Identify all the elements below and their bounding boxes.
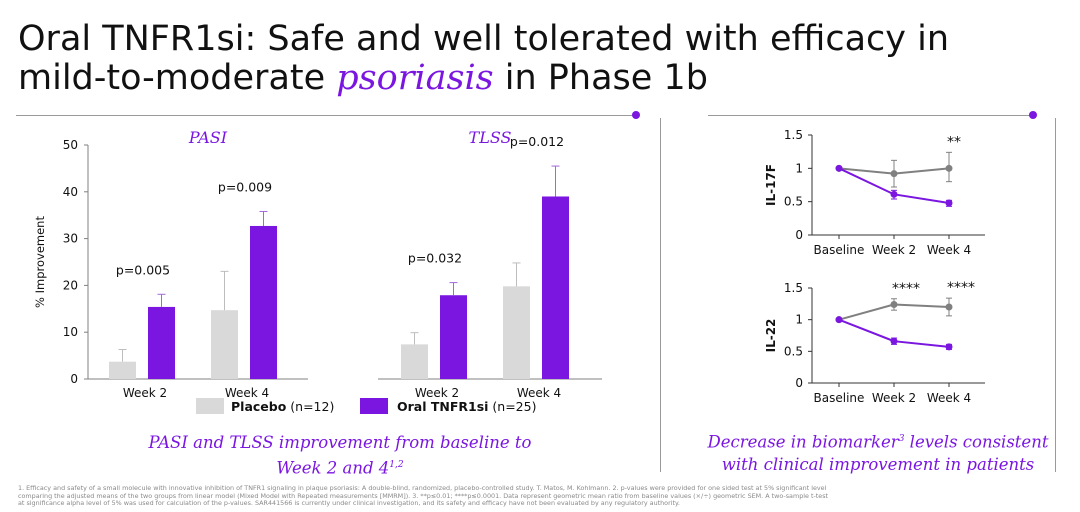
bar-y-tick-label: 20 <box>63 278 78 292</box>
placebo-bar <box>109 361 136 379</box>
footnote-line: 1. Efficacy and safety of a small molecu… <box>18 484 827 492</box>
bar-y-tick-label: 30 <box>63 232 78 246</box>
bar-y-axis-label: % Improvement <box>33 216 47 308</box>
line-y-axis-label: IL-22 <box>764 319 778 353</box>
left-caption: PASI and TLSS improvement from baseline … <box>100 432 580 480</box>
left-caption-line-2-text: Week 2 and 4 <box>276 458 390 478</box>
legend-placebo-label: Placebo (n=12) <box>231 399 334 414</box>
tnfr1si-bar <box>440 295 467 379</box>
placebo-point <box>890 170 898 178</box>
title-line-2-pre: mild-to-moderate <box>18 58 337 98</box>
placebo-point <box>945 164 953 172</box>
legend-drug-swatch <box>360 398 388 414</box>
line-y-tick-label: 1 <box>795 313 803 327</box>
line-x-tick-label: Week 2 <box>872 391 916 405</box>
line-y-tick-label: 0.5 <box>784 344 803 358</box>
right-panel-right-rule <box>1055 118 1056 472</box>
line-x-tick-label: Baseline <box>814 391 865 405</box>
placebo-point <box>945 303 953 311</box>
footnote-line: at significance alpha level of 5% was us… <box>18 499 680 508</box>
left-caption-superscript: 1,2 <box>389 460 404 470</box>
bar-x-tick-label: Week 2 <box>415 386 459 400</box>
left-panel-top-rule <box>16 115 636 116</box>
title-accent-word: psoriasis <box>336 58 494 98</box>
right-caption-line-1-post: levels consistent <box>904 432 1049 452</box>
left-panel-dot <box>632 111 640 119</box>
right-panel-dot <box>1029 111 1037 119</box>
right-caption-line-1-text: Decrease in biomarker <box>707 432 899 452</box>
right-panel-top-rule <box>708 115 1033 116</box>
p-value-label: p=0.005 <box>116 262 170 277</box>
tnfr1si-point <box>945 199 953 207</box>
significance-label: ** <box>947 134 961 150</box>
bar-x-tick-label: Week 4 <box>517 386 561 400</box>
line-y-tick-label: 1 <box>795 161 803 175</box>
tnfr1si-bar <box>250 225 277 379</box>
title-line-1: Oral TNFR1si: Safe and well tolerated wi… <box>18 19 950 59</box>
line-x-tick-label: Baseline <box>814 243 865 257</box>
right-caption-superscript: 3 <box>898 434 905 444</box>
placebo-point <box>890 300 898 308</box>
placebo-bar <box>211 310 238 379</box>
p-value-label: p=0.032 <box>408 251 462 266</box>
tnfr1si-point <box>835 164 843 172</box>
significance-label: **** <box>892 281 920 297</box>
tnfr1si-bar <box>148 306 175 379</box>
slide-title: Oral TNFR1si: Safe and well tolerated wi… <box>18 20 1068 98</box>
legend-drug-label: Oral TNFR1si (n=25) <box>397 399 536 414</box>
bar-x-tick-label: Week 2 <box>123 386 167 400</box>
bar-y-tick-label: 10 <box>63 325 78 339</box>
line-x-tick-label: Week 2 <box>872 243 916 257</box>
left-panel-right-rule <box>660 118 661 472</box>
line-y-tick-label: 0.5 <box>784 195 803 209</box>
tnfr1si-point <box>890 337 898 345</box>
footnote: 1. Efficacy and safety of a small molecu… <box>18 484 1068 508</box>
bar-y-tick-label: 40 <box>63 185 78 199</box>
tnfr1si-point <box>945 343 953 351</box>
line-y-tick-label: 0 <box>795 376 803 390</box>
line-x-tick-label: Week 4 <box>927 243 971 257</box>
biomarker-line-charts: 0 0.5 1 1.5 IL-17F Baseline Week 2 Week 4 ** 0 0.5… <box>764 128 985 405</box>
pasi-tlss-bar-chart: 0 10 20 30 40 50 % Improvement PASI Week 2 p=0.00… <box>33 128 602 414</box>
bar-panel-title: PASI <box>188 128 228 147</box>
tnfr1si-bar <box>542 196 569 379</box>
p-value-label: p=0.009 <box>218 179 272 194</box>
left-caption-line-2: Week 2 and 41,2 <box>100 454 580 480</box>
title-line-2: mild-to-moderate psoriasis in Phase 1b <box>18 59 1068 98</box>
bar-x-tick-label: Week 4 <box>225 386 269 400</box>
footnote-line: comparing the adjusted means of the two … <box>18 491 829 500</box>
bar-y-tick-label: 50 <box>63 138 78 152</box>
line-y-tick-label: 0 <box>795 228 803 242</box>
placebo-bar <box>503 286 530 379</box>
significance-label: **** <box>947 280 975 296</box>
line-y-tick-label: 1.5 <box>784 128 803 142</box>
legend-placebo-swatch <box>196 398 224 414</box>
right-caption-line-1: Decrease in biomarker3 levels consistent <box>698 428 1058 454</box>
line-y-tick-label: 1.5 <box>784 281 803 295</box>
right-caption: Decrease in biomarker3 levels consistent… <box>698 428 1058 476</box>
placebo-bar <box>401 344 428 379</box>
right-caption-line-2: with clinical improvement in patients <box>721 454 1035 474</box>
left-caption-line-1: PASI and TLSS improvement from baseline … <box>148 433 532 452</box>
p-value-label: p=0.012 <box>510 134 564 149</box>
bar-panel-title: TLSS <box>469 128 512 147</box>
title-line-2-post: in Phase 1b <box>493 58 708 98</box>
line-y-axis-label: IL-17F <box>764 164 778 206</box>
line-x-tick-label: Week 4 <box>927 391 971 405</box>
tnfr1si-point <box>890 190 898 198</box>
tnfr1si-point <box>835 316 843 324</box>
bar-y-tick-label: 0 <box>70 372 78 386</box>
